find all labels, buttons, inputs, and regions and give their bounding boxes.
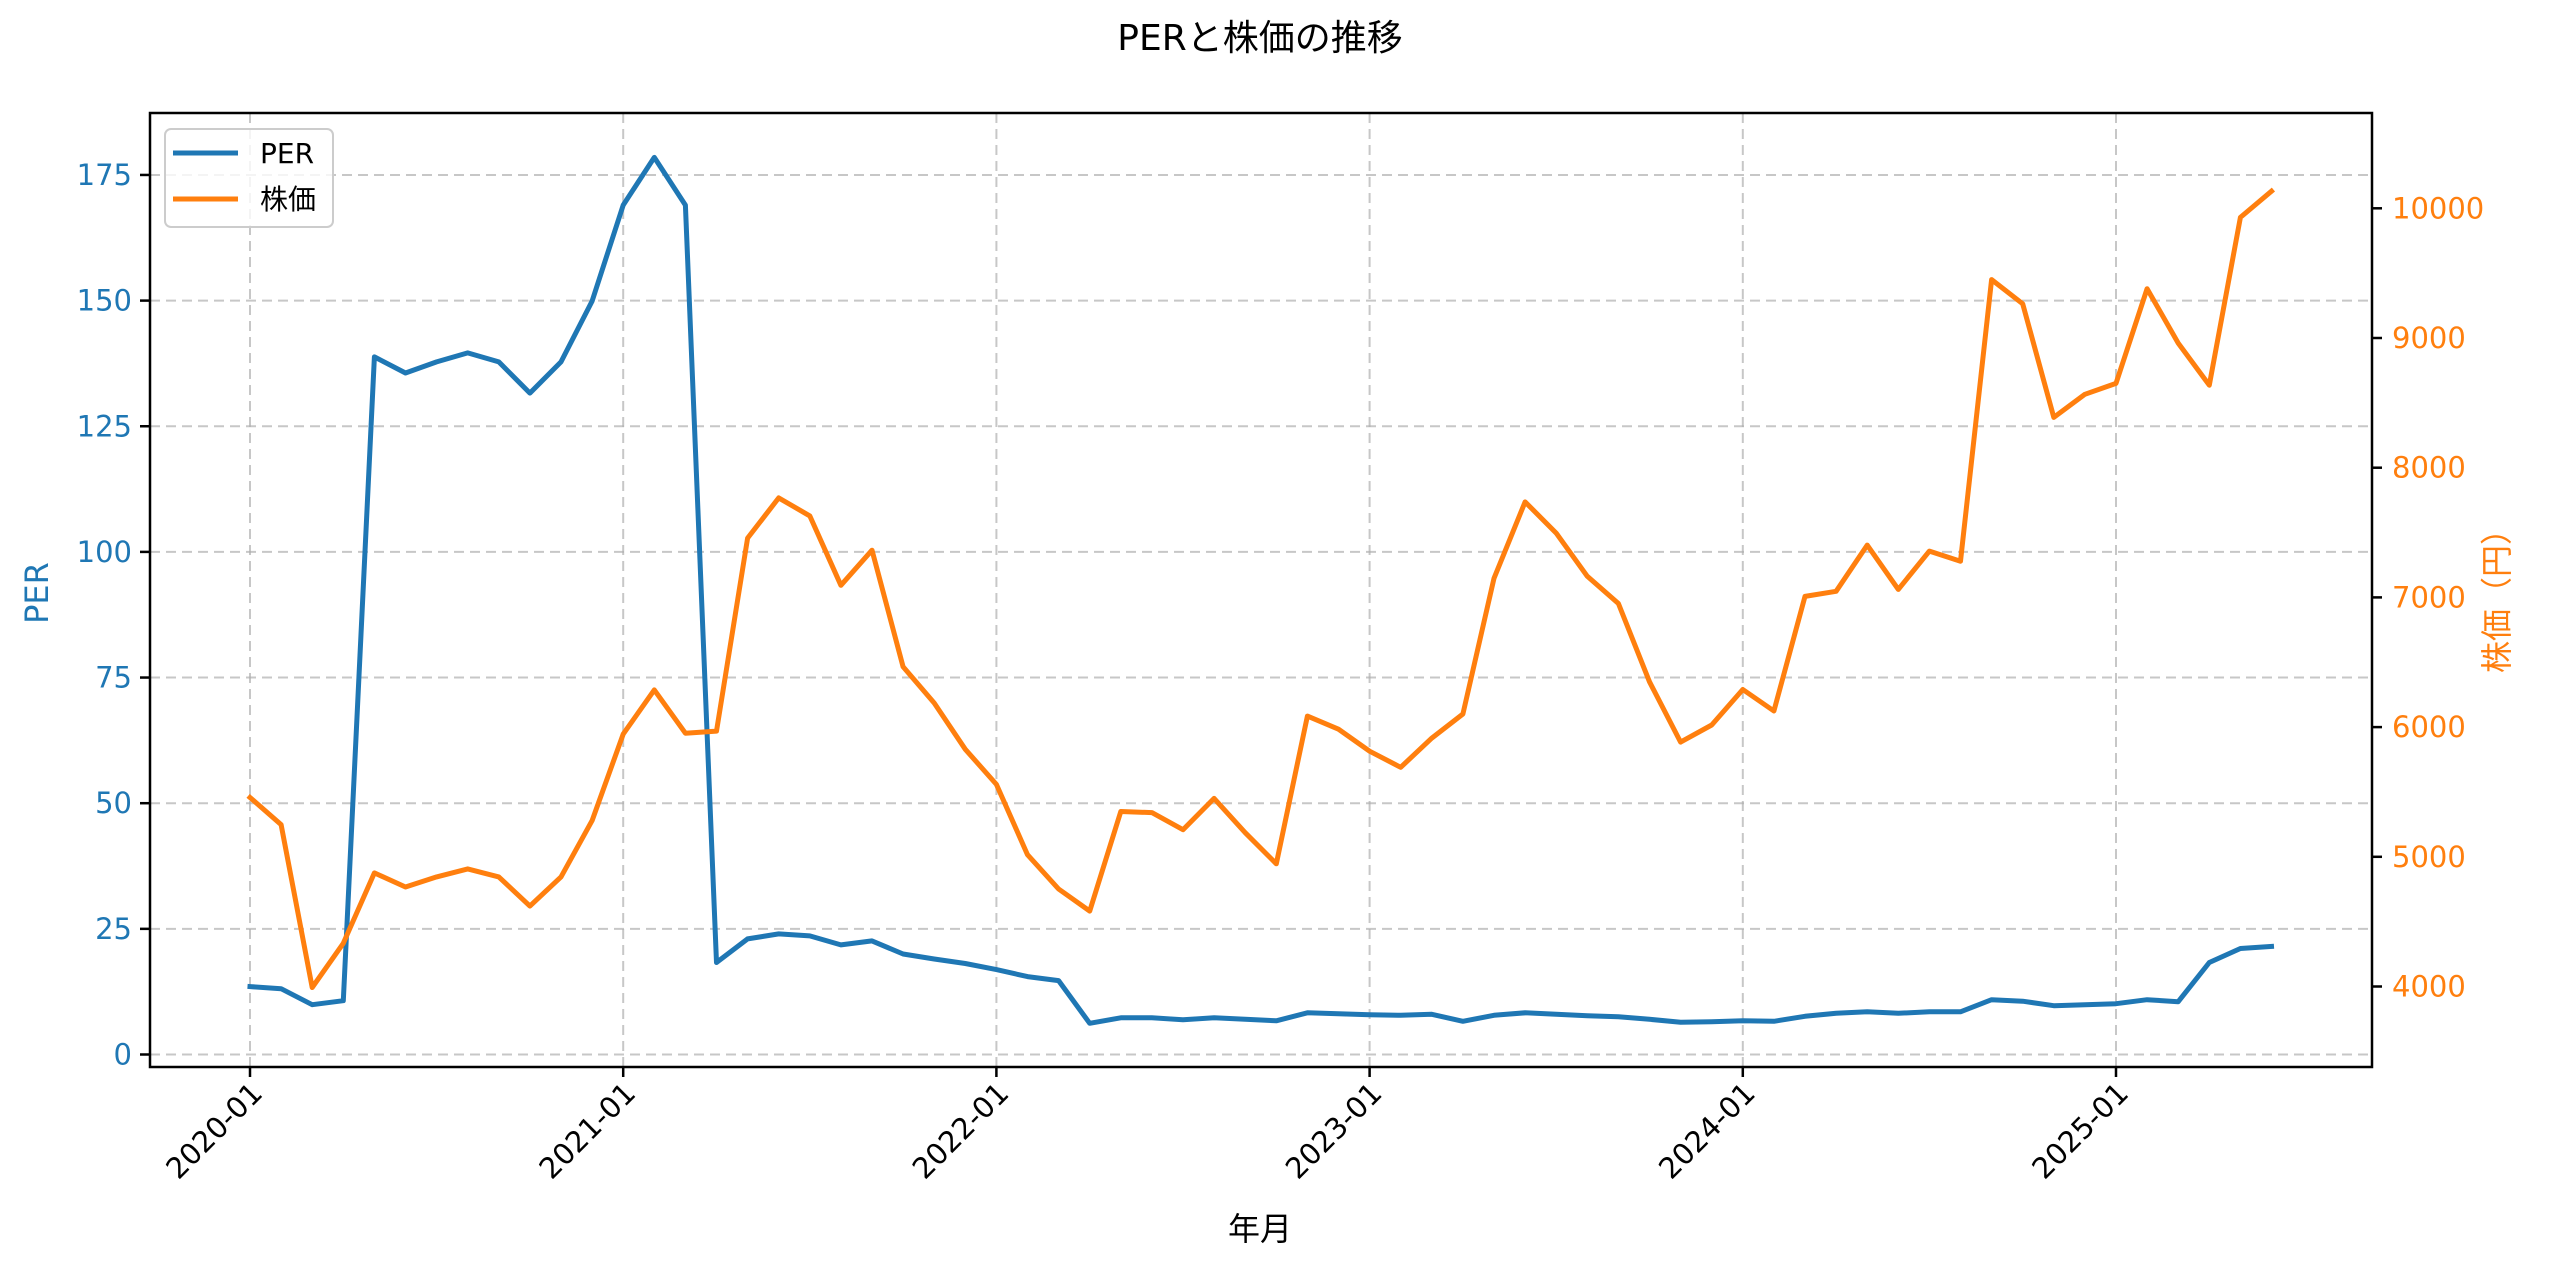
x-tick-label: 2023-01 [1279,1076,1389,1186]
right-y-axis: 4000 5000 6000 7000 8000 9000 10000 [2372,191,2484,1004]
legend-label-price: 株価 [260,183,316,216]
left-axis-label: PER [18,562,56,624]
x-axis-label: 年月 [1228,1210,1292,1248]
left-tick-label: 100 [77,535,132,569]
grid-lines [150,113,2372,1067]
plot-frame [148,111,2374,1069]
price-line [246,187,2276,990]
x-tick-label: 2025-01 [2025,1076,2135,1186]
right-tick-label: 5000 [2392,840,2466,874]
x-tick-label: 2024-01 [1652,1076,1762,1186]
legend: PER 株価 [164,128,334,228]
right-tick-label: 6000 [2392,710,2466,744]
x-tick-label: 2022-01 [906,1076,1016,1186]
left-tick-label: 50 [95,786,132,820]
right-axis-label: 株価（円） [2478,513,2516,673]
chart-title: PERと株価の推移 [1117,18,1402,59]
x-tick-label: 2020-01 [159,1076,269,1186]
x-tick-label: 2021-01 [532,1076,642,1186]
left-tick-label: 25 [95,912,132,946]
left-y-axis: 0 25 50 75 100 125 150 175 [77,158,150,1072]
right-tick-label: 4000 [2392,970,2466,1004]
left-tick-label: 150 [77,284,132,318]
x-axis: 2020-01 2021-01 2022-01 2023-01 2024-01 2025-… [159,1067,2135,1186]
left-tick-label: 125 [77,409,132,443]
data-series [246,154,2276,1026]
left-tick-label: 75 [95,661,132,695]
right-tick-label: 9000 [2392,321,2466,355]
legend-label-per: PER [260,137,314,170]
right-tick-label: 8000 [2392,451,2466,485]
right-tick-label: 10000 [2392,191,2484,225]
per-line [247,154,2275,1026]
left-tick-label: 175 [77,158,132,192]
right-tick-label: 7000 [2392,580,2466,614]
left-tick-label: 0 [114,1038,132,1072]
